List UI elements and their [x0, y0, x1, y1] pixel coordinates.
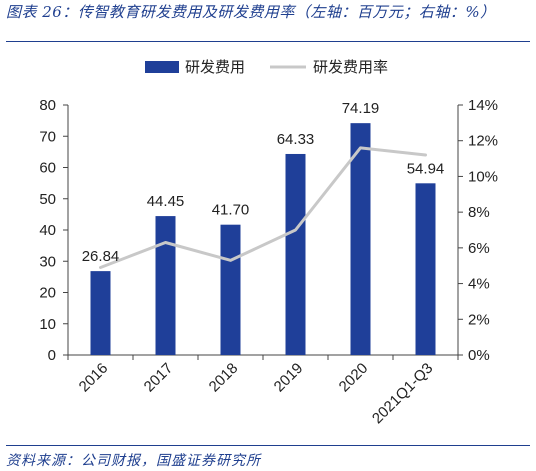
bar [415, 183, 436, 355]
bar [350, 123, 371, 355]
legend-label-bar: 研发费用 [185, 58, 245, 76]
x-tick-label: 2020 [336, 360, 372, 396]
data-labels: 26.84 44.45 41.70 64.33 74.19 54.94 [82, 100, 445, 265]
left-tick-label: 40 [39, 222, 56, 239]
left-tick-label: 0 [48, 347, 56, 364]
bar-value-label: 54.94 [407, 160, 445, 177]
bar-series [90, 123, 436, 355]
chart-legend: 研发费用 研发费用率 [145, 58, 388, 76]
left-tick-label: 80 [39, 97, 56, 114]
x-tick-label: 2019 [271, 360, 307, 396]
right-tick-label: 4% [468, 276, 490, 293]
bar-value-label: 41.70 [212, 202, 250, 219]
left-tick-label: 70 [39, 128, 56, 145]
left-tick-label: 50 [39, 191, 56, 208]
bar-value-label: 74.19 [342, 100, 380, 117]
legend-swatch-bar [145, 61, 179, 73]
bar [285, 153, 306, 355]
bar-value-label: 26.84 [82, 248, 120, 265]
left-tick-label: 20 [39, 285, 56, 302]
bar [90, 271, 111, 355]
right-tick-label: 0% [468, 347, 490, 364]
x-tick-label: 2016 [76, 360, 112, 396]
bar-value-label: 64.33 [277, 131, 315, 148]
bar-value-label: 44.45 [147, 193, 185, 210]
right-tick-label: 2% [468, 311, 490, 328]
x-tick-label: 2021Q1-Q3 [369, 360, 436, 427]
right-tick-label: 8% [468, 204, 490, 221]
left-tick-label: 30 [39, 253, 56, 270]
bar [155, 216, 176, 355]
combo-chart: 研发费用 研发费用率 0 10 20 30 40 50 60 70 80 0% 2% 4% 6% 8% 10%… [39, 58, 498, 427]
right-tick-label: 12% [468, 133, 498, 150]
rate-line [99, 146, 427, 269]
right-tick-label: 10% [468, 168, 498, 185]
right-tick-label: 6% [468, 240, 490, 257]
bar [220, 224, 241, 355]
x-tick-label: 2018 [206, 360, 242, 396]
source-rule [6, 445, 530, 446]
figure-source: 资料来源：公司财报，国盛证券研究所 [6, 453, 261, 469]
x-tick-label: 2017 [141, 360, 177, 396]
right-tick-label: 14% [468, 97, 498, 114]
left-tick-label: 60 [39, 160, 56, 177]
figure-title: 图表 26：传智教育研发费用及研发费用率（左轴：百万元；右轴：%） [6, 3, 496, 21]
left-tick-label: 10 [39, 316, 56, 333]
line-series [99, 146, 427, 269]
title-rule [6, 41, 530, 42]
legend-label-line: 研发费用率 [313, 58, 388, 76]
